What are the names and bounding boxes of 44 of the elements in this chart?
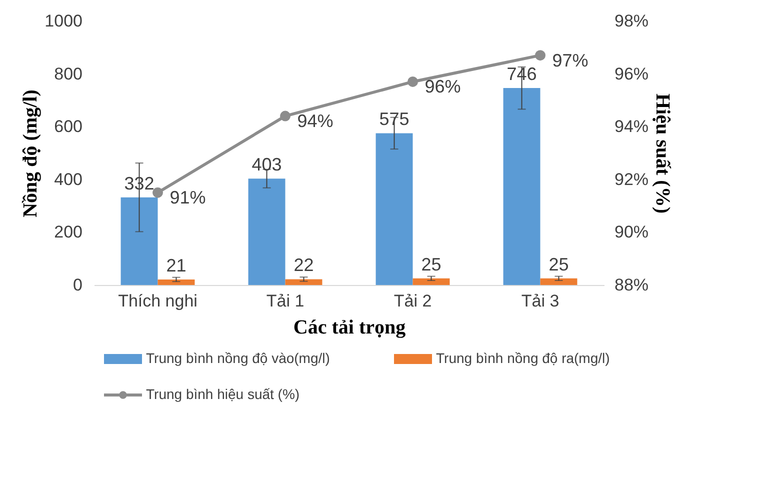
point — [408, 76, 418, 87]
bar — [540, 278, 578, 285]
data-label: 22 — [294, 255, 314, 276]
data-label: 21 — [166, 255, 186, 276]
point — [280, 110, 290, 122]
y2-tick-label: 90% — [614, 222, 649, 242]
legend-label: Trung bình nồng độ ra(mg/l) — [436, 350, 610, 366]
y2-tick-label: 94% — [614, 117, 649, 136]
x-axis-title: Các tải trọng — [293, 316, 406, 338]
y-axis-title: Nồng độ (mg/l) — [20, 90, 42, 218]
x-tick-label: Tải 2 — [394, 292, 432, 310]
data-label: 25 — [421, 254, 442, 274]
y2-tick-label: 88% — [614, 276, 649, 294]
data-label: 575 — [379, 109, 410, 130]
point — [152, 187, 163, 198]
data-label: 97% — [552, 50, 588, 70]
bar — [503, 88, 540, 285]
data-label: 96% — [424, 76, 461, 97]
y-tick-label: 200 — [54, 222, 82, 242]
y-tick-label: 1000 — [44, 12, 82, 30]
y2-tick-label: 92% — [614, 170, 649, 189]
bar — [376, 133, 413, 285]
data-label: 403 — [252, 154, 282, 175]
x-tick-label: Tải 1 — [266, 292, 304, 310]
bar — [248, 178, 286, 285]
bar — [158, 279, 195, 285]
y-tick-label: 400 — [54, 170, 82, 189]
y2-tick-label: 98% — [614, 12, 649, 30]
y-tick-label: 800 — [54, 64, 82, 84]
x-tick-label: Tải 3 — [521, 292, 560, 310]
point — [535, 50, 546, 61]
y-tick-label: 0 — [73, 276, 82, 294]
y2-tick-label: 96% — [614, 64, 649, 84]
data-label: 25 — [548, 254, 569, 274]
bar — [412, 278, 450, 285]
x-tick-label: Thích nghi — [118, 292, 198, 310]
bar — [120, 197, 158, 285]
y2-axis-title: Hiệu suất (%) — [652, 94, 674, 214]
legend-label: Trung bình nồng độ vào(mg/l) — [146, 350, 330, 366]
y-tick-label: 600 — [54, 117, 82, 136]
data-label: 94% — [297, 111, 334, 132]
data-label: 91% — [170, 188, 206, 208]
bar — [285, 279, 322, 285]
legend-label: Trung bình hiệu suất (%) — [146, 386, 300, 402]
